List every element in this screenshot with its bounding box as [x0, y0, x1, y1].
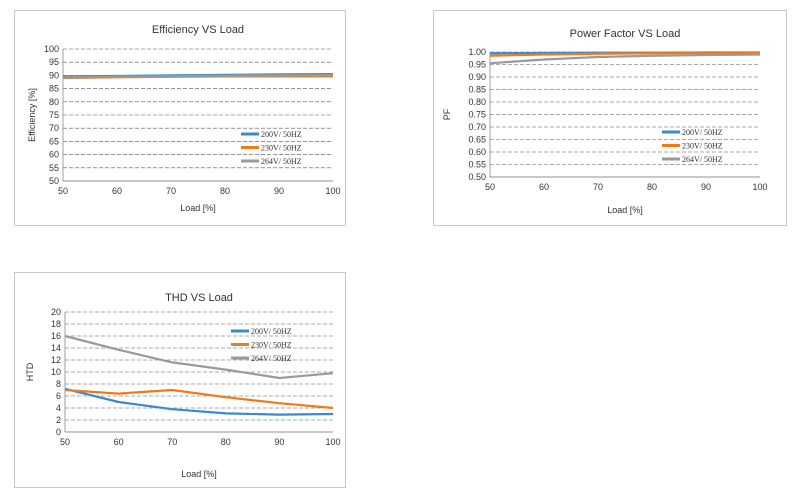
y-tick-label: 6 [56, 391, 61, 401]
series-line-3 [489, 53, 761, 65]
y-tick-label: 0.50 [468, 172, 486, 182]
y-tick-label: 14 [51, 343, 61, 353]
series-line-2 [64, 388, 334, 410]
x-axis-label: Load [%] [181, 469, 217, 479]
y-tick-label: 65 [49, 136, 59, 146]
y-tick-label: 60 [49, 150, 59, 160]
x-tick-label: 100 [325, 186, 340, 196]
efficiency-chart-panel: Efficiency VS Load 50 55 60 65 70 75 80 85 90 95 10… [14, 10, 346, 226]
power-factor-chart: Power Factor VS Load 0.50 0.55 0.60 0.65 0.70… [442, 28, 768, 215]
x-tick-label: 90 [274, 437, 284, 447]
series-line-3 [64, 334, 334, 380]
y-tick-label: 0.65 [468, 135, 486, 145]
x-tick-label: 50 [60, 437, 70, 447]
x-tick-label: 50 [58, 186, 68, 196]
y-tick-label: 0.70 [468, 122, 486, 132]
legend-label: 200V/ 50HZ [261, 130, 302, 139]
y-tick-label: 20 [51, 307, 61, 317]
series-line-1 [64, 387, 334, 416]
x-tick-label: 80 [221, 437, 231, 447]
x-tick-label: 70 [593, 182, 603, 192]
efficiency-chart: Efficiency VS Load 50 55 60 65 70 75 80 85 90 95 10… [27, 24, 341, 213]
y-tick-label: 85 [49, 84, 59, 94]
y-tick-label: 0.85 [468, 85, 486, 95]
legend-label: 200V/ 50HZ [251, 327, 292, 336]
series-line-2 [489, 51, 761, 57]
x-tick-label: 60 [112, 186, 122, 196]
y-tick-label: 16 [51, 331, 61, 341]
x-axis-label: Load [%] [180, 203, 216, 213]
legend-label: 264V/ 50HZ [261, 157, 302, 166]
y-tick-label: 0.55 [468, 160, 486, 170]
y-tick-label: 0.75 [468, 110, 486, 120]
y-tick-label: 90 [49, 70, 59, 80]
chart-title: THD VS Load [165, 292, 233, 304]
y-tick-label: 55 [49, 163, 59, 173]
legend-label: 230V/ 50HZ [251, 341, 292, 350]
chart-title: Efficiency VS Load [152, 24, 244, 36]
y-tick-label: 2 [56, 415, 61, 425]
y-tick-label: 1.00 [468, 47, 486, 57]
x-tick-label: 90 [701, 182, 711, 192]
y-tick-label: 8 [56, 379, 61, 389]
x-tick-label: 80 [220, 186, 230, 196]
x-tick-label: 80 [647, 182, 657, 192]
x-tick-label: 60 [114, 437, 124, 447]
y-tick-label: 0.80 [468, 97, 486, 107]
y-tick-label: 75 [49, 110, 59, 120]
x-tick-label: 100 [752, 182, 767, 192]
x-tick-label: 100 [325, 437, 340, 447]
y-tick-label: 18 [51, 319, 61, 329]
y-tick-label: 0.60 [468, 147, 486, 157]
series-line-3 [62, 74, 334, 79]
x-tick-label: 60 [539, 182, 549, 192]
chart-title: Power Factor VS Load [570, 28, 681, 40]
y-axis-label: Efficiency [%] [27, 88, 37, 142]
x-tick-label: 70 [166, 186, 176, 196]
y-tick-label: 95 [49, 57, 59, 67]
y-tick-label: 10 [51, 367, 61, 377]
power-factor-chart-panel: Power Factor VS Load 0.50 0.55 0.60 0.65 0.70… [433, 10, 787, 226]
y-tick-label: 0.95 [468, 60, 486, 70]
thd-chart: THD VS Load 0 2 4 6 8 10 12 14 16 18 20 50 60 70 80 90 10… [25, 292, 341, 479]
y-tick-label: 4 [56, 403, 61, 413]
legend-label: 264V/ 50HZ [251, 354, 292, 363]
x-tick-label: 90 [274, 186, 284, 196]
y-tick-label: 0 [56, 427, 61, 437]
legend-label: 230V/ 50HZ [261, 144, 302, 153]
y-tick-label: 0.90 [468, 72, 486, 82]
y-axis-label: HTD [25, 362, 35, 381]
y-tick-label: 50 [49, 176, 59, 186]
thd-chart-panel: THD VS Load 0 2 4 6 8 10 12 14 16 18 20 50 60 70 80 90 10… [14, 272, 346, 488]
legend-label: 230V/ 50HZ [682, 142, 723, 151]
x-tick-label: 50 [485, 182, 495, 192]
y-tick-label: 70 [49, 123, 59, 133]
x-tick-label: 70 [167, 437, 177, 447]
y-axis-label: PF [442, 108, 452, 120]
y-tick-label: 100 [44, 44, 59, 54]
x-axis-label: Load [%] [607, 205, 643, 215]
y-tick-label: 12 [51, 355, 61, 365]
legend-label: 200V/ 50HZ [682, 128, 723, 137]
y-tick-label: 80 [49, 97, 59, 107]
legend-label: 264V/ 50HZ [682, 155, 723, 164]
